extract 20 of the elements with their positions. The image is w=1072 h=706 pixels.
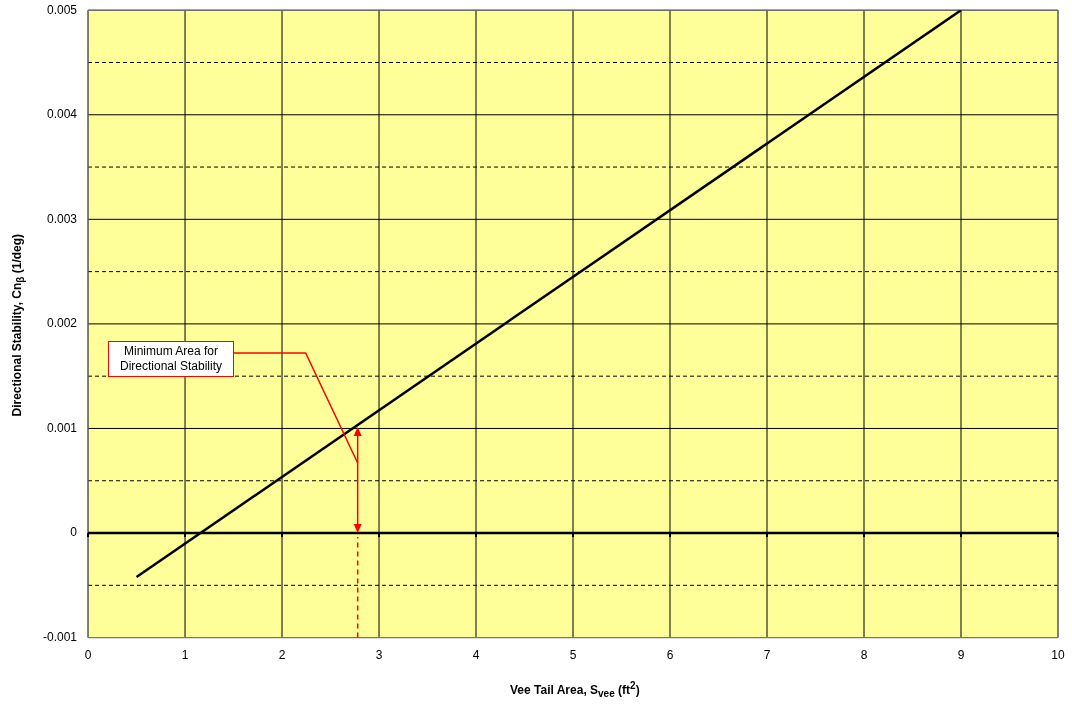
x-tick-label: 8 <box>860 648 868 663</box>
x-axis-title: Vee Tail Area, S$_{vee}$ (ft$^{2}$) <box>510 680 640 700</box>
x-tick-label: 2 <box>278 648 286 663</box>
x-tick-label: 5 <box>569 648 577 663</box>
x-tick-label: 0 <box>84 648 92 663</box>
x-tick-label: 6 <box>666 648 674 663</box>
y-tick-label: -0.001 <box>42 629 78 644</box>
x-tick-label: 3 <box>375 648 383 663</box>
x-tick-label: 4 <box>472 648 480 663</box>
x-tick-label: 7 <box>763 648 771 663</box>
annotation: Minimum Area for Directional Stability <box>108 341 234 377</box>
x-tick-label: 1 <box>181 648 189 663</box>
y-tick-label: 0.001 <box>46 420 78 435</box>
y-tick-label: 0.004 <box>46 107 78 122</box>
x-tick-label: 9 <box>957 648 965 663</box>
y-tick-label: 0.002 <box>46 316 78 331</box>
x-tick-label: 10 <box>1051 648 1065 663</box>
y-tick-label: 0 <box>70 525 78 540</box>
y-tick-label: 0.005 <box>46 2 78 17</box>
y-tick-label: 0.003 <box>46 211 78 226</box>
